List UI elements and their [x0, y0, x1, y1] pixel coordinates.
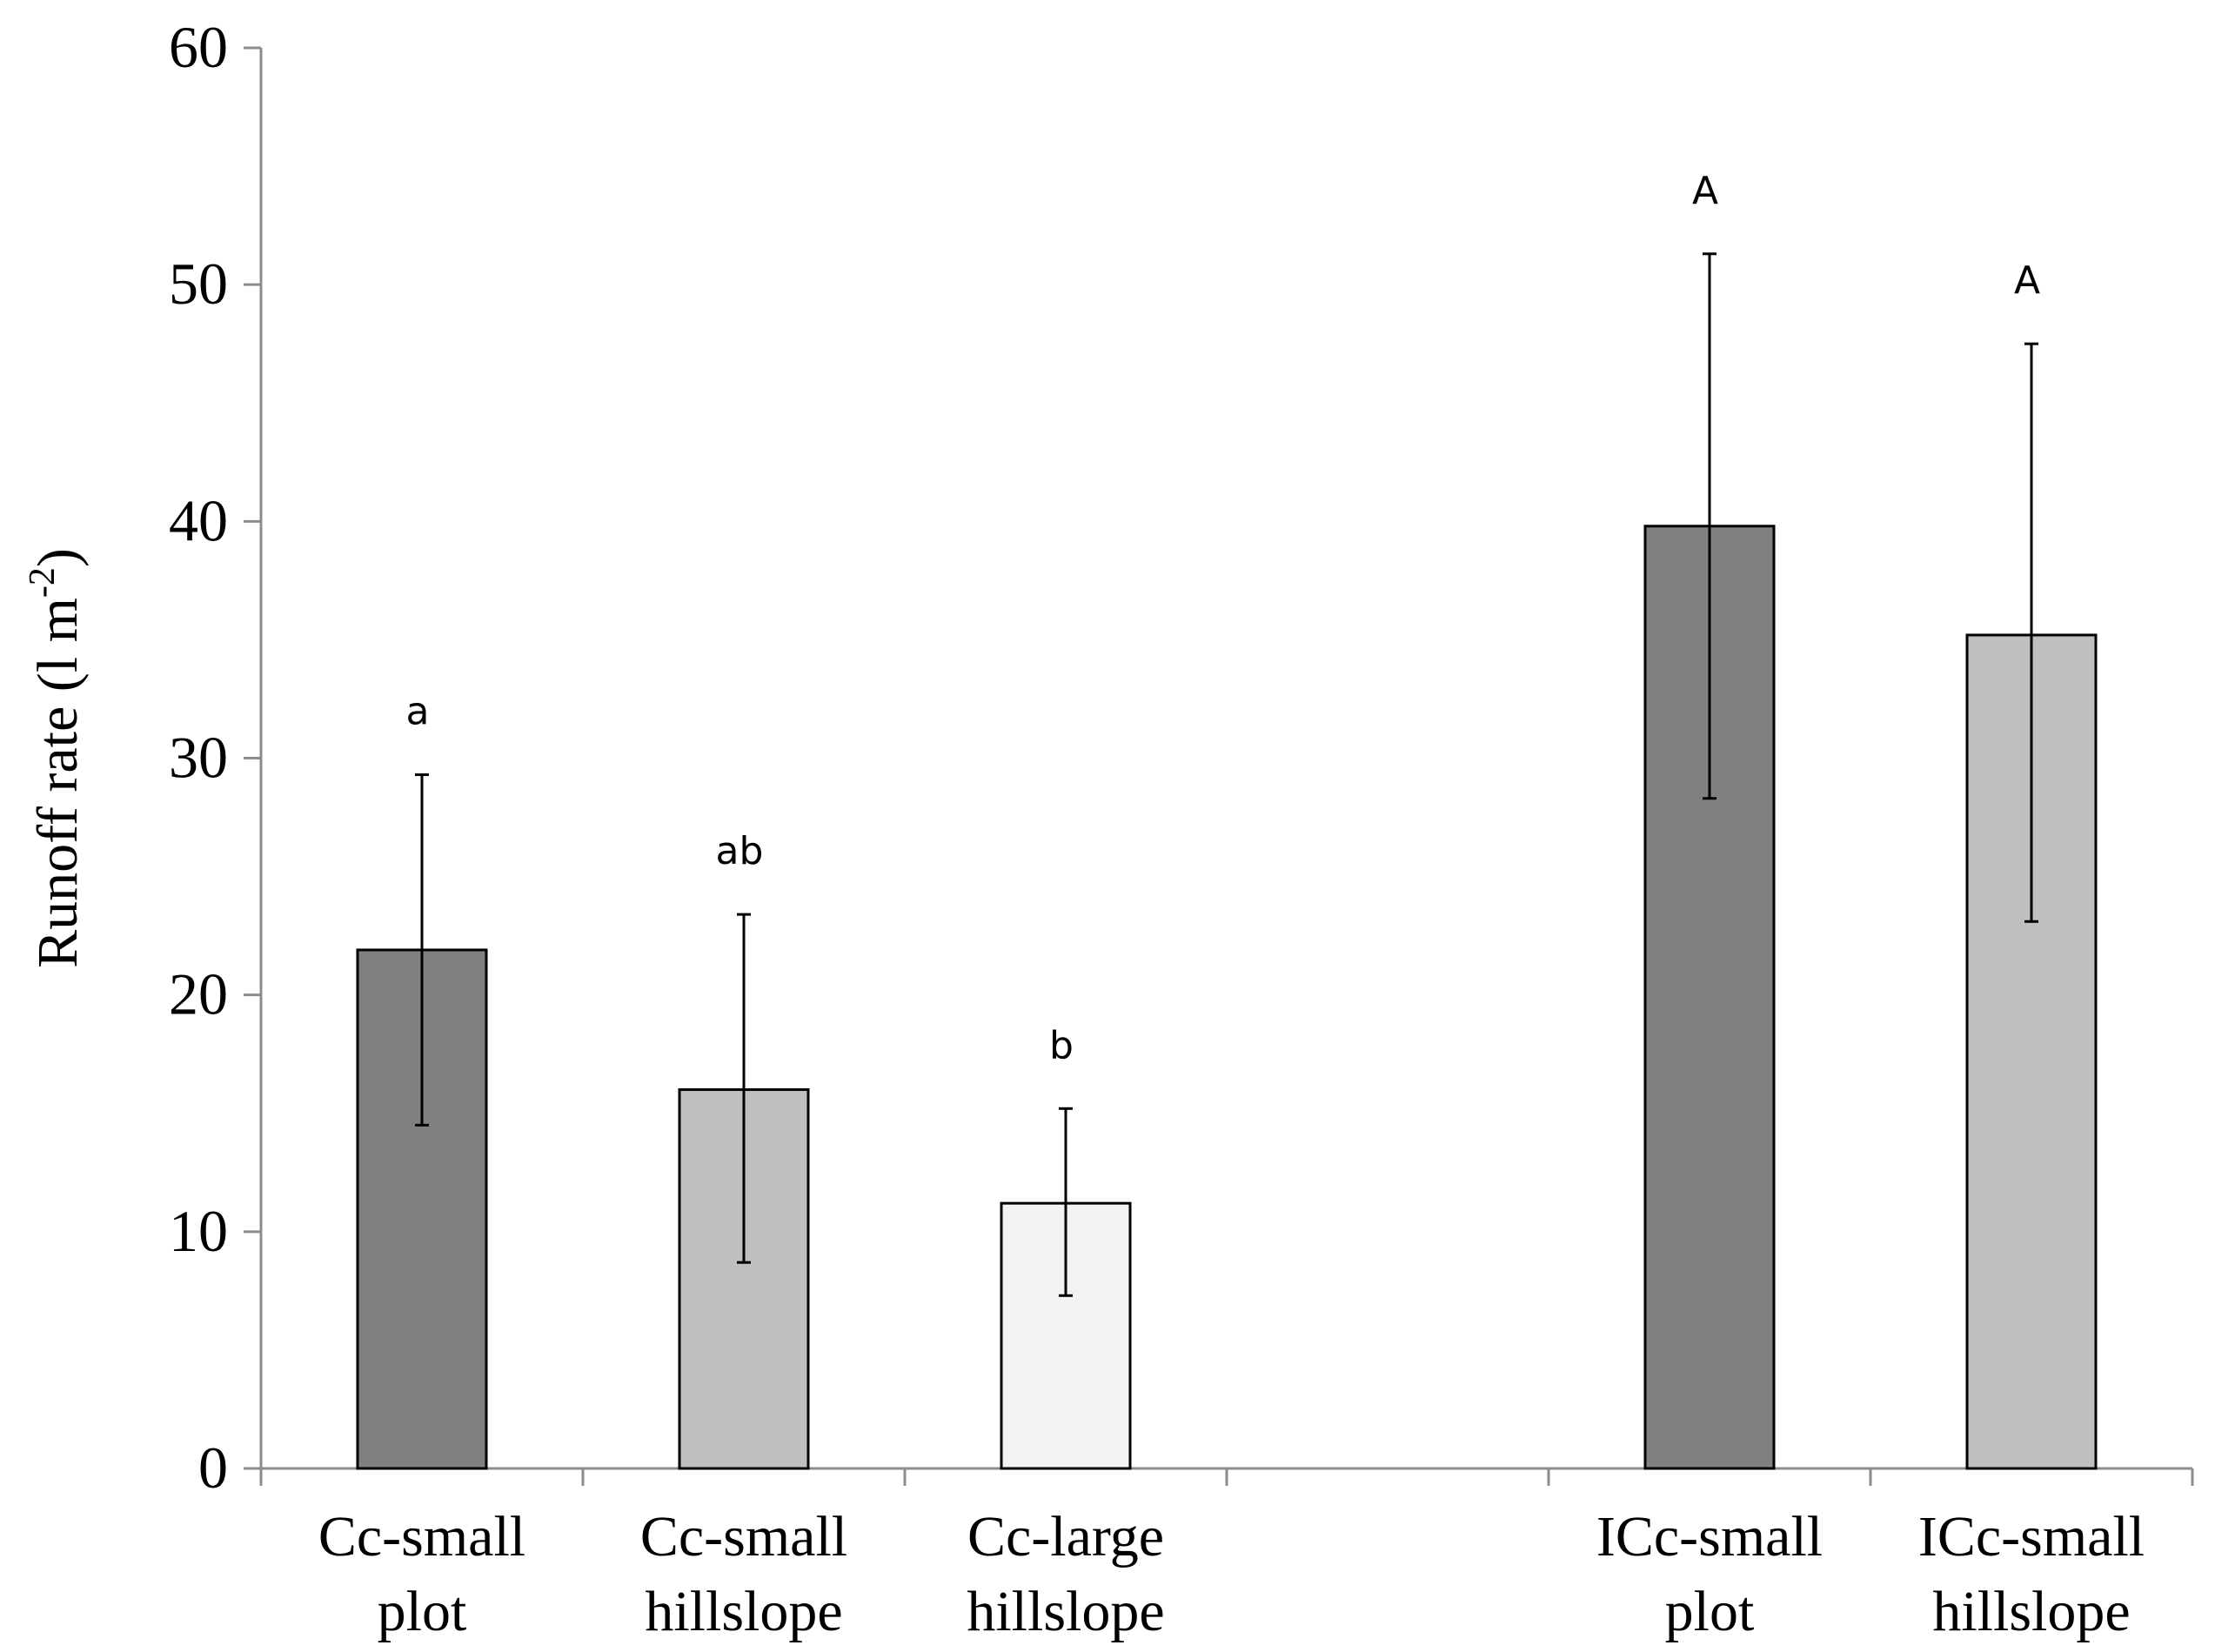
y-tick-label-40: 40 — [169, 487, 228, 553]
y-axis-title-close: ) — [26, 548, 90, 567]
significance-label-3: A — [1692, 169, 1718, 213]
category-label-4-line-0: ICc-small — [1918, 1505, 2145, 1568]
y-tick-label-20: 20 — [169, 961, 228, 1027]
category-label-0-line-1: plot — [378, 1580, 467, 1643]
significance-label-4: A — [2014, 258, 2040, 303]
category-label-2-line-1: hillslope — [967, 1580, 1164, 1643]
labels: Runoff rate (l m-2) a Cc-small plot ab Cc-sma… — [23, 169, 2145, 1643]
y-tick-label-50: 50 — [169, 251, 228, 317]
y-tick-label-30: 30 — [169, 725, 228, 791]
category-label-2-line-0: Cc-large — [967, 1505, 1164, 1568]
bars — [356, 252, 2098, 1470]
significance-label-0: a — [406, 690, 430, 734]
y-axis-title: Runoff rate (l m-2) — [23, 548, 90, 968]
category-label-1-line-1: hillslope — [645, 1580, 842, 1643]
category-label-3-line-1: plot — [1665, 1580, 1755, 1643]
axes: 0 10 20 30 40 50 60 — [169, 14, 2194, 1501]
category-label-3-line-0: ICc-small — [1596, 1505, 1823, 1568]
significance-label-2: b — [1049, 1023, 1074, 1067]
y-axis-title-main: Runoff rate (l m — [26, 598, 90, 968]
significance-label-1: ab — [716, 829, 764, 873]
y-tick-label-10: 10 — [169, 1198, 228, 1264]
y-tick-label-60: 60 — [169, 14, 228, 80]
category-label-4-line-1: hillslope — [1932, 1580, 2130, 1643]
category-label-0-line-0: Cc-small — [318, 1505, 525, 1568]
y-tick-label-0: 0 — [198, 1435, 228, 1501]
category-label-1-line-0: Cc-small — [640, 1505, 847, 1568]
y-axis-title-superscript: -2 — [23, 567, 63, 598]
